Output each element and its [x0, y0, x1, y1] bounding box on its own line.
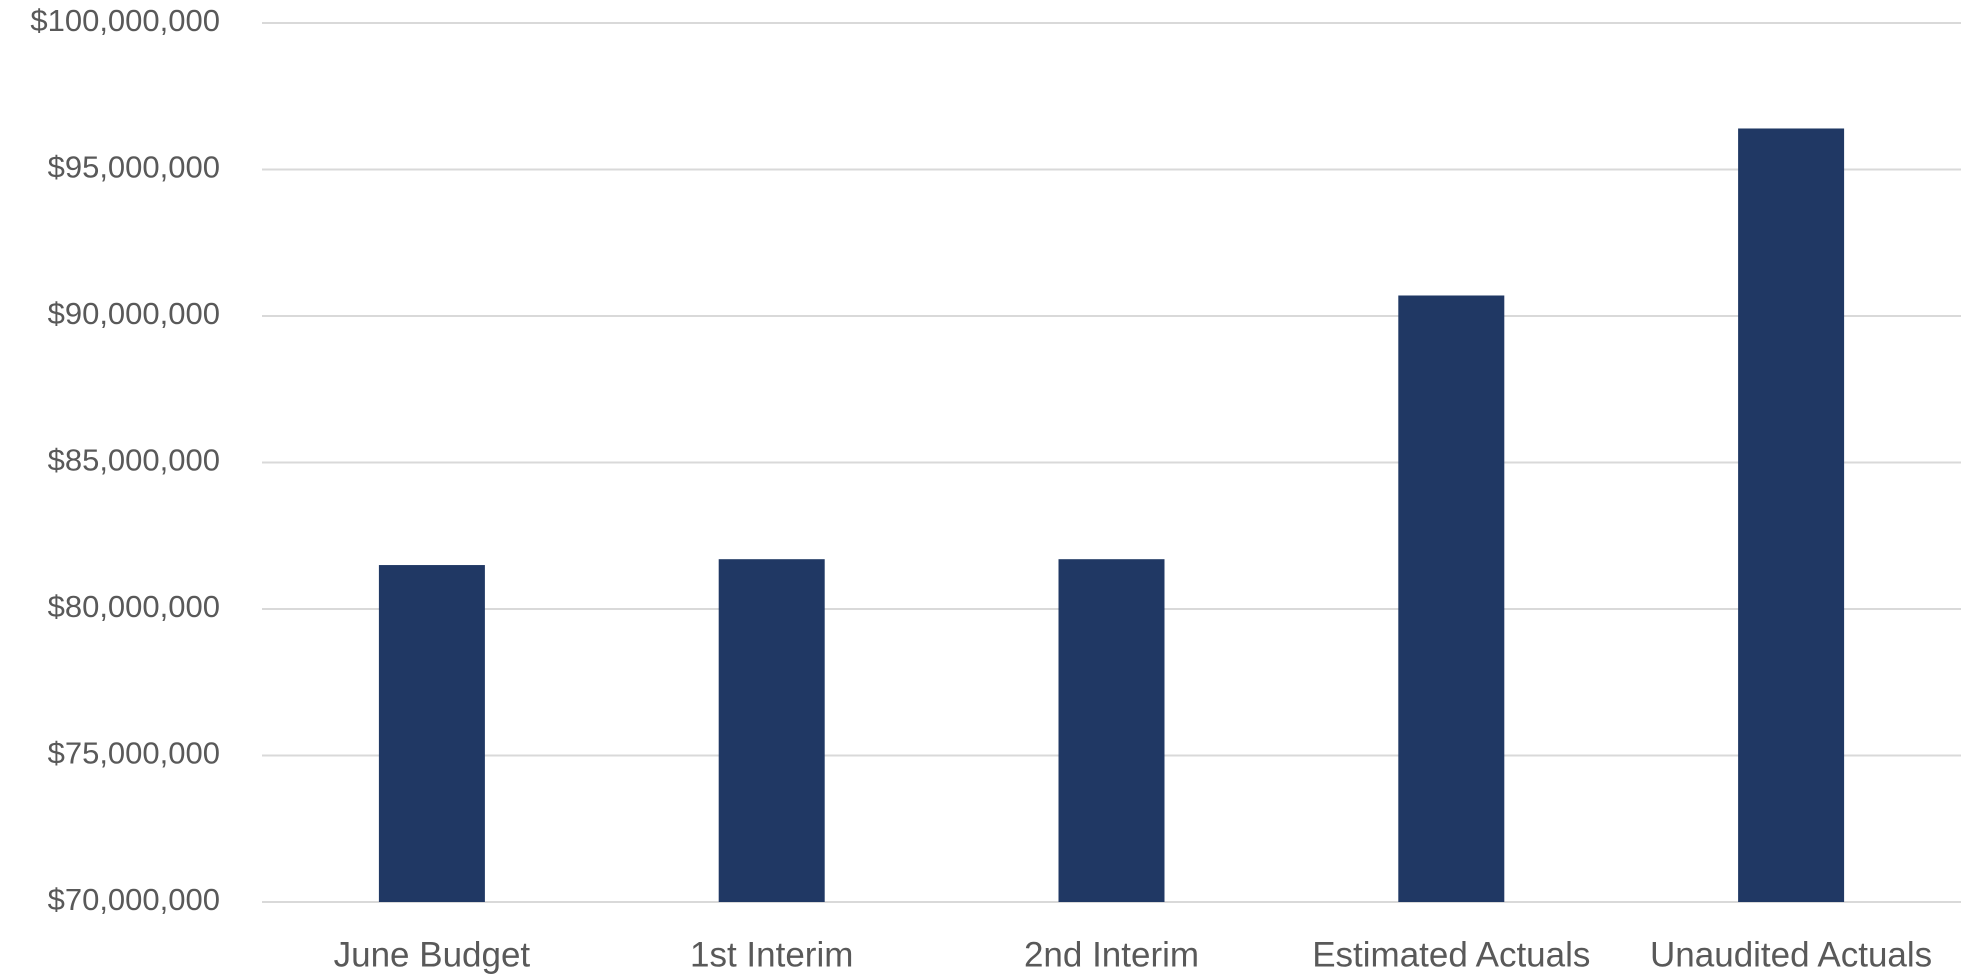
y-tick-label: $70,000,000: [48, 882, 220, 917]
y-axis-tick-labels: $70,000,000 $75,000,000 $80,000,000 $85,000…: [30, 3, 220, 917]
x-category-label: Estimated Actuals: [1312, 935, 1590, 974]
y-tick-label: $85,000,000: [48, 443, 220, 478]
bar: [718, 559, 825, 902]
x-category-label: Unaudited Actuals: [1650, 935, 1932, 974]
x-category-label: 1st Interim: [690, 935, 853, 974]
y-tick-label: $75,000,000: [48, 736, 220, 771]
x-category-label: 2nd Interim: [1024, 935, 1199, 974]
x-category-label: June Budget: [334, 935, 531, 974]
y-tick-label: $80,000,000: [48, 589, 220, 624]
bar: [1738, 128, 1845, 903]
bar: [1398, 295, 1505, 902]
y-tick-label: $100,000,000: [30, 3, 220, 38]
bar: [1058, 559, 1165, 902]
bars: [378, 128, 1845, 903]
bar: [378, 565, 485, 902]
x-axis-category-labels: June Budget 1st Interim 2nd Interim Estimat…: [334, 935, 1933, 974]
y-tick-label: $90,000,000: [48, 296, 220, 331]
y-tick-label: $95,000,000: [48, 150, 220, 185]
